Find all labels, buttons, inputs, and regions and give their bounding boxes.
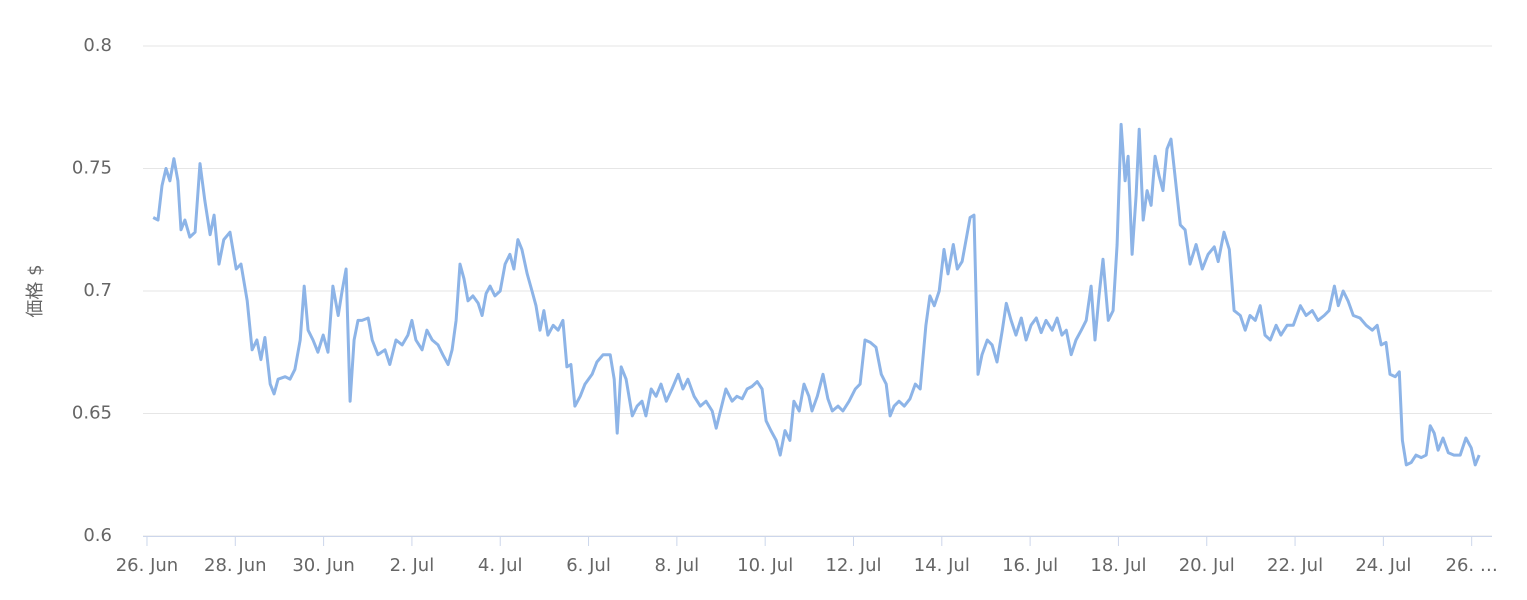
x-tick-label: 20. Jul: [1179, 555, 1235, 576]
x-tick-label: 28. Jun: [204, 555, 266, 576]
price-line: [152, 122, 1481, 467]
y-tick-label: 0.6: [83, 525, 112, 546]
x-tick-label: 16. Jul: [1002, 555, 1058, 576]
y-tick-label: 0.65: [72, 403, 112, 424]
x-tick-label: 2. Jul: [390, 555, 435, 576]
y-tick-label: 0.7: [83, 280, 112, 301]
y-tick-label: 0.75: [72, 158, 112, 179]
y-tick-label: 0.8: [83, 35, 112, 56]
x-tick-label: 12. Jul: [825, 555, 881, 576]
x-tick-label: 30. Jun: [292, 555, 354, 576]
x-tick-label: 6. Jul: [566, 555, 611, 576]
y-axis-label: 価格 $: [25, 264, 46, 317]
x-tick-label: 4. Jul: [478, 555, 523, 576]
x-tick-label: 26. …: [1446, 555, 1498, 576]
x-tick-label: 8. Jul: [655, 555, 700, 576]
x-tick-label: 26. Jun: [116, 555, 178, 576]
x-tick-label: 24. Jul: [1355, 555, 1411, 576]
x-tick-label: 14. Jul: [914, 555, 970, 576]
x-tick-label: 18. Jul: [1090, 555, 1146, 576]
x-tick-label: 22. Jul: [1267, 555, 1323, 576]
x-tick-label: 10. Jul: [737, 555, 793, 576]
